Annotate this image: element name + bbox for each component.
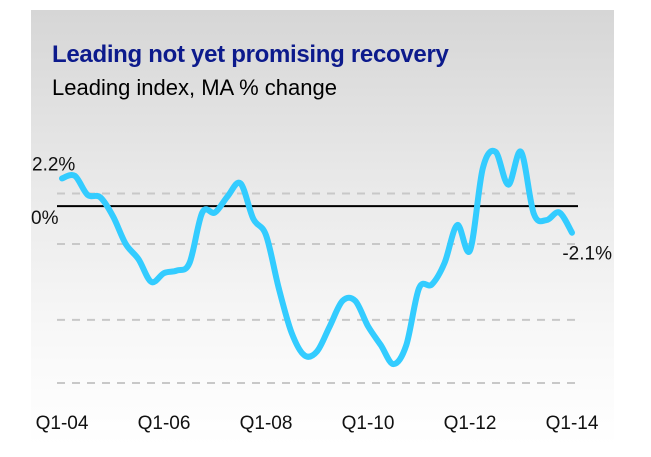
y-label-0: 0% xyxy=(31,208,59,229)
annotation-1: -2.1% xyxy=(562,244,612,265)
chart-panel xyxy=(31,10,614,446)
x-tick-label-1: Q1-06 xyxy=(138,413,191,434)
x-tick-label-3: Q1-10 xyxy=(342,413,395,434)
x-tick-label-0: Q1-04 xyxy=(36,413,89,434)
annotation-0: 2.2% xyxy=(32,154,75,175)
series-line xyxy=(59,147,575,368)
x-tick-label-4: Q1-12 xyxy=(444,413,497,434)
chart-subtitle: Leading index, MA % change xyxy=(52,75,337,100)
x-tick-label-5: Q1-14 xyxy=(546,413,599,434)
chart-title: Leading not yet promising recovery xyxy=(52,41,449,68)
x-tick-label-2: Q1-08 xyxy=(240,413,293,434)
